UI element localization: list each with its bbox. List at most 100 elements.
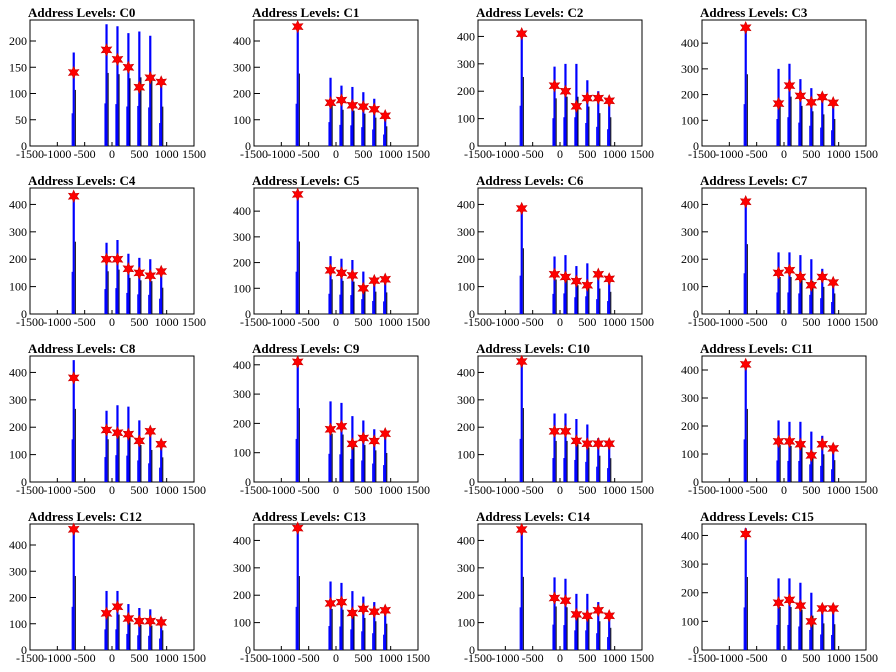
plot-frame (477, 19, 643, 147)
x-tick-label: 500 (354, 651, 372, 665)
y-tick-label: 100 (233, 113, 251, 127)
x-tick-label: 500 (578, 147, 596, 161)
y-tick-label: 200 (457, 252, 475, 266)
plot-frame (253, 187, 419, 315)
peak-marker (581, 278, 594, 292)
y-tick-label: 100 (457, 616, 475, 630)
plot-frame (701, 355, 867, 483)
x-tick-label: 0 (333, 147, 339, 161)
x-tick-label: -1500 (240, 147, 268, 161)
peak-marker (570, 607, 583, 622)
x-tick-label: -1500 (688, 483, 716, 497)
x-tick-label: 1000 (379, 651, 403, 665)
peak-marker (827, 275, 840, 290)
panel-c2: Address Levels: C2 0 100 200 300 400 -1500 -100… (457, 5, 654, 161)
x-tick-label: 1500 (406, 651, 430, 665)
y-tick-label: 300 (457, 561, 475, 575)
x-tick-label: 1000 (155, 483, 179, 497)
peak-marker (570, 99, 583, 114)
peak-marker (291, 187, 304, 202)
peak-marker (122, 262, 135, 276)
panel-c1: Address Levels: C1 0 100 200 300 400 -1500 -100… (233, 5, 430, 161)
plot-frame (253, 355, 419, 483)
x-tick-label: 0 (109, 483, 115, 497)
plot-frame (477, 355, 643, 483)
peak-marker (368, 604, 381, 619)
y-tick-label: 300 (233, 387, 251, 401)
peak-marker (357, 602, 370, 616)
panel-c11: Address Levels: C11 0 100 200 300 400 -1500 -10… (681, 341, 878, 497)
y-tick-label: 100 (9, 87, 27, 101)
x-tick-label: 0 (781, 483, 787, 497)
peak-marker (603, 609, 616, 623)
x-tick-label: 500 (130, 147, 148, 161)
x-tick-label: -1500 (16, 651, 44, 665)
plot-frame (477, 187, 643, 315)
y-tick-label: 300 (9, 564, 27, 578)
peak-marker (111, 599, 124, 614)
peak-marker (133, 614, 146, 628)
panel-title: Address Levels: C1 (252, 5, 359, 20)
y-tick-label: 100 (681, 113, 699, 127)
x-tick-label: -500 (746, 651, 768, 665)
peak-marker (783, 78, 796, 93)
y-tick-label: 0 (469, 643, 475, 657)
x-tick-label: 500 (802, 483, 820, 497)
x-tick-label: 0 (109, 651, 115, 665)
y-tick-label: 100 (233, 281, 251, 295)
peak-marker (357, 281, 370, 296)
peak-marker (357, 99, 370, 114)
peak-marker (794, 270, 807, 284)
plot-frame (29, 187, 195, 315)
x-tick-label: -500 (522, 483, 544, 497)
x-tick-label: 0 (333, 483, 339, 497)
x-tick-label: -500 (522, 315, 544, 329)
panel-c5: Address Levels: C5 0 100 200 300 400 -1500 -100… (233, 173, 430, 329)
peak-marker (379, 109, 392, 123)
peak-marker (603, 272, 616, 286)
panel-title: Address Levels: C8 (28, 341, 136, 356)
peak-marker (603, 436, 616, 451)
y-tick-label: 200 (233, 588, 251, 602)
plot-frame (253, 523, 419, 651)
peak-marker (379, 603, 392, 618)
panel-title: Address Levels: C3 (700, 5, 808, 20)
y-tick-label: 200 (457, 420, 475, 434)
peak-marker (548, 78, 561, 93)
peak-marker (805, 448, 818, 463)
x-tick-label: -500 (746, 483, 768, 497)
peak-marker (592, 436, 605, 451)
x-tick-label: -1500 (688, 315, 716, 329)
plot-frame (701, 523, 867, 651)
y-tick-label: 200 (233, 416, 251, 430)
peak-marker (783, 434, 796, 449)
peak-marker (592, 267, 605, 282)
y-tick-label: 200 (9, 34, 27, 48)
peak-marker (335, 595, 348, 609)
x-tick-label: 500 (354, 315, 372, 329)
y-tick-label: 400 (457, 197, 475, 211)
peak-marker (570, 434, 583, 448)
peak-marker (122, 427, 135, 441)
x-tick-label: -1000 (715, 147, 743, 161)
peak-marker (144, 71, 157, 85)
y-tick-label: 200 (9, 252, 27, 266)
panel-title: Address Levels: C11 (700, 341, 813, 356)
y-tick-label: 0 (21, 475, 27, 489)
peak-marker (581, 436, 594, 451)
peak-marker (357, 431, 370, 445)
plot-frame (701, 19, 867, 147)
peak-marker (111, 52, 124, 67)
peak-marker (559, 270, 572, 284)
y-tick-label: 0 (245, 139, 251, 153)
x-tick-label: 0 (557, 147, 563, 161)
x-tick-label: 0 (781, 315, 787, 329)
x-tick-label: -500 (74, 651, 96, 665)
y-tick-label: 100 (681, 447, 699, 461)
peak-marker (515, 354, 528, 369)
x-tick-label: -1000 (491, 147, 519, 161)
y-tick-label: 300 (681, 62, 699, 76)
x-tick-label: -500 (298, 315, 320, 329)
x-tick-label: 1500 (406, 315, 430, 329)
peak-marker (592, 91, 605, 105)
